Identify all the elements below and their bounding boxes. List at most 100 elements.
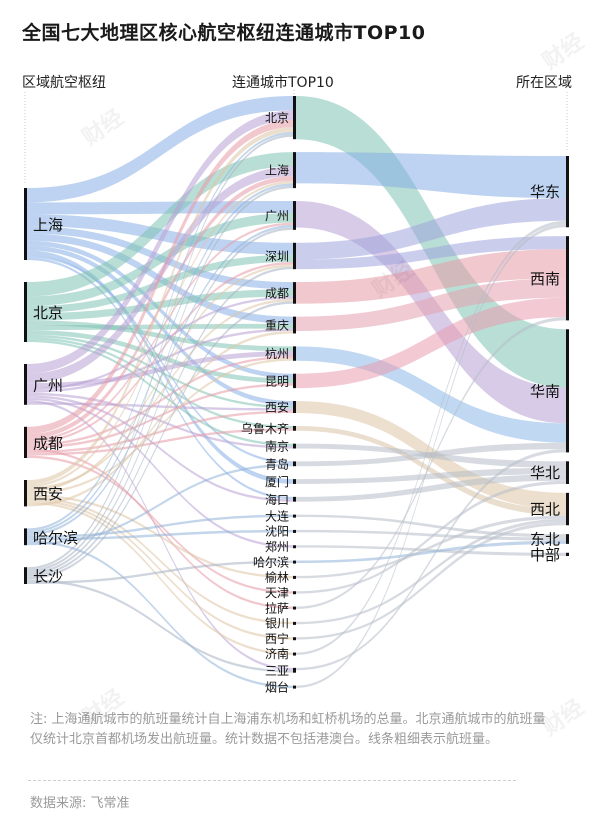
hub-label: 上海: [33, 216, 63, 234]
hub-city-link: [27, 383, 293, 449]
hub-city-link: [27, 134, 293, 570]
hub-city-link: [27, 410, 293, 454]
city-region-link: [296, 515, 566, 579]
city-label: 北京: [265, 111, 289, 125]
hub-city-link: [27, 514, 293, 538]
city-node: [293, 461, 296, 467]
hub-label: 哈尔滨: [33, 529, 78, 547]
city-node: [293, 652, 296, 656]
city-label: 上海: [265, 163, 289, 178]
hub-city-link: [27, 330, 293, 384]
city-node: [293, 529, 296, 533]
hub-city-link: [27, 298, 293, 490]
flow-links: [27, 96, 566, 689]
city-region-link: [296, 346, 566, 443]
city-label: 西宁: [265, 631, 289, 646]
hub-city-link: [27, 152, 293, 297]
hub-city-link: [27, 183, 293, 534]
city-node: [293, 606, 296, 610]
region-label: 东北: [530, 531, 560, 549]
region-label: 西南: [530, 270, 560, 288]
city-node: [293, 496, 296, 502]
city-label: 西安: [265, 400, 289, 415]
hub-city-link: [27, 455, 293, 594]
region-label: 西北: [530, 501, 560, 519]
hub-city-link: [27, 448, 293, 609]
hub-city-link: [27, 96, 293, 203]
city-node: [293, 667, 296, 673]
city-node: [293, 346, 296, 361]
hub-city-link: [27, 499, 293, 640]
city-node: [293, 443, 296, 449]
city-node: [293, 514, 296, 518]
footnote-divider: [28, 780, 516, 781]
city-node: [293, 685, 296, 689]
city-node: [293, 425, 296, 431]
left-column-heading: 区域航空枢纽: [22, 75, 106, 91]
city-region-link: [296, 220, 566, 655]
hub-city-link: [27, 214, 293, 255]
region-label: 中部: [530, 546, 560, 564]
city-region-link: [296, 449, 566, 671]
hub-city-link: [27, 496, 293, 625]
hub-city-link: [27, 201, 293, 215]
hub-city-link: [27, 301, 293, 580]
region-node: [566, 492, 569, 526]
hub-city-link: [27, 328, 293, 393]
hub-label: 成都: [33, 434, 63, 452]
city-node: [293, 591, 296, 595]
hub-node: [24, 567, 27, 584]
city-label: 天津: [265, 586, 289, 600]
city-node: [293, 621, 296, 625]
hub-city-link: [27, 402, 293, 411]
hub-city-link: [27, 296, 293, 391]
region-node: [566, 461, 569, 484]
city-node: [293, 201, 296, 230]
city-label: 青岛: [265, 456, 289, 471]
city-node: [293, 282, 296, 304]
city-label: 重庆: [265, 319, 289, 333]
city-region-link: [296, 474, 566, 502]
region-node: [566, 552, 569, 556]
city-node: [293, 637, 296, 641]
hub-city-link: [27, 323, 293, 330]
city-label: 哈尔滨: [253, 554, 289, 569]
hub-node: [24, 528, 27, 546]
hub-city-link: [27, 397, 293, 548]
hub-city-link: [27, 127, 293, 485]
region-node: [566, 156, 569, 228]
city-label: 三亚: [265, 664, 289, 678]
city-region-link: [296, 540, 566, 563]
hub-label: 西安: [33, 485, 63, 503]
city-region-link: [296, 224, 566, 689]
hub-city-link: [27, 339, 293, 447]
city-region-link: [296, 249, 566, 304]
city-region-link: [296, 518, 566, 625]
city-region-link: [296, 425, 566, 516]
city-label: 杭州: [265, 346, 289, 361]
hub-city-link: [27, 132, 293, 531]
city-region-link: [296, 514, 566, 538]
region-node: [566, 236, 569, 321]
city-node: [293, 316, 296, 334]
region-label: 华东: [530, 183, 560, 201]
hub-city-link: [27, 428, 293, 456]
hub-city-link: [27, 395, 293, 502]
region-label: 华南: [530, 382, 560, 400]
city-label: 深圳: [265, 249, 289, 263]
hub-city-link: [27, 579, 293, 673]
middle-column-heading: 连通城市TOP10: [232, 75, 334, 91]
city-node: [293, 401, 296, 414]
hub-node: [24, 364, 27, 405]
city-label: 海口: [265, 492, 289, 507]
hub-city-link: [27, 337, 293, 429]
hub-label: 北京: [33, 304, 63, 322]
city-region-link: [296, 317, 566, 609]
hub-city-link: [27, 250, 293, 484]
region-label: 华北: [530, 464, 560, 482]
hub-city-link: [27, 254, 293, 314]
city-region-link: [296, 198, 566, 260]
city-label: 成都: [265, 286, 289, 300]
hub-city-link: [27, 560, 293, 584]
data-source: 数据来源: 飞常准: [30, 796, 130, 811]
